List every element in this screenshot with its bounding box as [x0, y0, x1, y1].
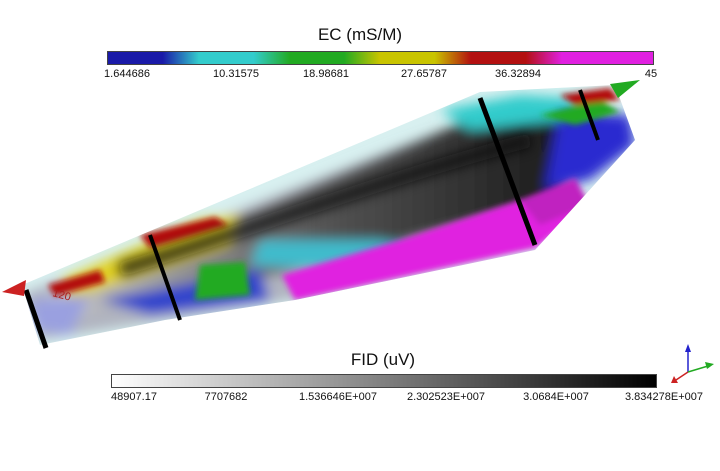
ec-tick-label: 18.98681	[303, 68, 349, 80]
section-line	[578, 89, 600, 141]
section-line	[23, 289, 49, 349]
direction-arrow-icon	[2, 280, 26, 296]
ec-colorbar-segment-2	[198, 52, 290, 64]
conductivity-volume	[22, 85, 635, 345]
ec-colorbar-segment-3	[289, 52, 381, 64]
fid-legend-title: FID (uV)	[350, 350, 416, 369]
fid-tick-label: 7707682	[204, 391, 248, 403]
ec-colorbar-segment-4	[380, 52, 472, 64]
fid-tick-label: 2.302523E+007	[407, 391, 485, 403]
ec-tick-label: 36.32894	[495, 68, 541, 80]
ec-colorbar-segment-5	[471, 52, 563, 64]
orientation-axes-icon[interactable]	[671, 344, 714, 383]
ec-colorbar-segment-6	[562, 52, 653, 64]
fid-tick-label: 3.834278E+007	[625, 391, 703, 403]
section-line	[477, 97, 538, 246]
fid-tick-label: 1.536646E+007	[299, 391, 377, 403]
ec-tick-label: 10.31575	[213, 68, 259, 80]
fid-tick-label: 3.0684E+007	[523, 391, 589, 403]
depth-label: 120	[51, 287, 72, 303]
ec-tick-label: 27.65787	[401, 68, 447, 80]
fid-colorbar	[111, 374, 657, 388]
ec-tick-label: 45	[644, 68, 658, 80]
direction-arrow-icon	[610, 80, 640, 98]
ec-colorbar	[107, 51, 654, 65]
ec-tick-label: 1.644686	[104, 68, 150, 80]
ec-legend-title: EC (mS/M)	[317, 25, 403, 44]
section-line	[148, 234, 182, 321]
fid-tick-label: 48907.17	[111, 391, 157, 403]
ec-colorbar-segment-1	[108, 52, 199, 64]
